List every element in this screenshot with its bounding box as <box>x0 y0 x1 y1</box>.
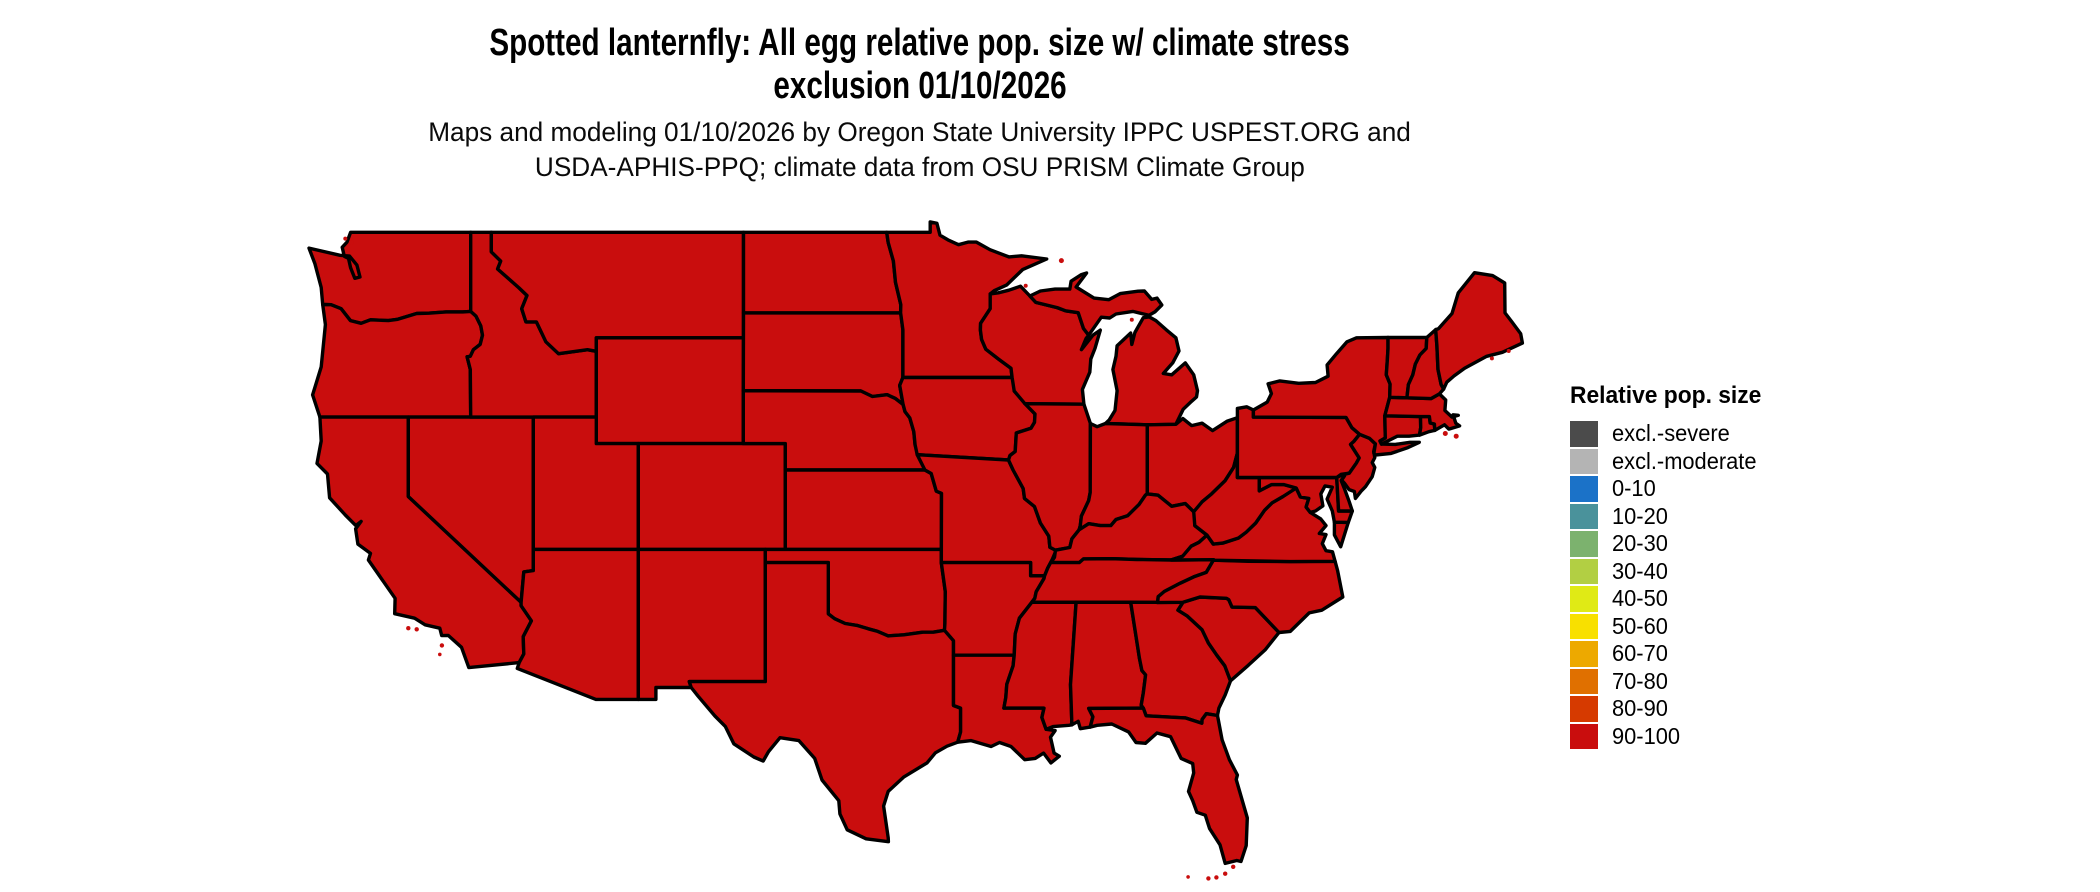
island-marker <box>439 643 445 648</box>
state-fl <box>1087 706 1249 866</box>
legend-swatch <box>1570 668 1598 694</box>
legend-item: excl.-moderate <box>1570 448 1771 476</box>
legend-item-label: 0-10 <box>1612 475 1656 502</box>
legend-item-label: 40-50 <box>1612 585 1668 612</box>
legend-swatch <box>1570 696 1598 722</box>
island-marker <box>1129 317 1134 322</box>
legend-item: 20-30 <box>1570 530 1771 558</box>
island-marker <box>438 652 442 657</box>
state-ks <box>783 468 944 552</box>
legend-swatch <box>1570 723 1598 749</box>
legend-swatch <box>1570 613 1598 639</box>
legend-item: 40-50 <box>1570 585 1771 613</box>
legend-item-label: 80-90 <box>1612 695 1668 722</box>
island-marker <box>1023 283 1028 288</box>
island-marker <box>343 236 348 241</box>
subtitle-line-2: USDA-APHIS-PPQ; climate data from OSU PR… <box>535 152 1305 182</box>
island-marker <box>406 626 411 631</box>
legend-swatch <box>1570 531 1598 557</box>
island-marker <box>1506 349 1511 353</box>
legend-item-label: 50-60 <box>1612 612 1668 639</box>
state-nd <box>741 230 903 315</box>
state-ct <box>1378 414 1423 446</box>
state-az <box>515 547 640 702</box>
legend-swatch <box>1570 641 1598 667</box>
state-md <box>1257 475 1354 525</box>
legend-item-label: 70-80 <box>1612 667 1668 694</box>
legend-item-label: 10-20 <box>1612 502 1668 529</box>
legend-item: 0-10 <box>1570 475 1771 503</box>
island-marker <box>1453 433 1459 439</box>
legend-item-label: 20-30 <box>1612 530 1668 557</box>
state-nm <box>636 547 767 702</box>
title-line-2: exclusion 01/10/2026 <box>773 65 1067 107</box>
legend-item-label: excl.-severe <box>1612 420 1730 447</box>
island-marker <box>349 240 354 245</box>
state-va-shore <box>1332 520 1350 549</box>
legend-item: 90-100 <box>1570 723 1771 751</box>
legend-swatch <box>1570 586 1598 612</box>
legend: Relative pop. size excl.-severe excl.-mod… <box>1570 382 1771 750</box>
island-marker <box>1223 871 1228 876</box>
island-marker <box>1442 431 1448 436</box>
legend-item-label: 90-100 <box>1612 722 1681 749</box>
state-co <box>636 441 787 552</box>
island-marker <box>1214 875 1219 880</box>
legend-item: 70-80 <box>1570 668 1771 696</box>
state-or <box>310 302 485 419</box>
subtitle-line-1: Maps and modeling 01/10/2026 by Oregon S… <box>428 117 1412 147</box>
legend-item-label: 60-70 <box>1612 640 1668 667</box>
island-marker <box>1186 875 1190 879</box>
legend-item: 30-40 <box>1570 558 1771 586</box>
legend-items: excl.-severe excl.-moderate 0-10 10-20 20-30… <box>1570 420 1771 750</box>
legend-item: excl.-severe <box>1570 420 1771 448</box>
island-marker <box>1206 876 1211 881</box>
title-line-1: Spotted lanternfly: All egg relative pop… <box>489 22 1351 64</box>
legend-item: 80-90 <box>1570 695 1771 723</box>
legend-swatch <box>1570 476 1598 502</box>
state-mi-s <box>1103 315 1200 427</box>
legend-item: 60-70 <box>1570 640 1771 668</box>
island-marker <box>1489 356 1494 361</box>
legend-item: 50-60 <box>1570 613 1771 641</box>
legend-item: 10-20 <box>1570 503 1771 531</box>
island-marker <box>1058 258 1064 264</box>
state-wy <box>594 336 746 446</box>
state-tx <box>687 560 963 844</box>
state-me <box>1434 271 1525 391</box>
island-marker <box>1231 864 1236 869</box>
legend-item-label: 30-40 <box>1612 557 1668 584</box>
state-mi-n <box>1028 271 1164 337</box>
legend-title: Relative pop. size <box>1570 382 1762 409</box>
subtitle: Maps and modeling 01/10/2026 by Oregon S… <box>0 115 1840 185</box>
legend-swatch <box>1570 421 1598 447</box>
legend-swatch <box>1570 448 1598 474</box>
legend-swatch <box>1570 503 1598 529</box>
legend-item-label: excl.-moderate <box>1612 447 1757 474</box>
legend-swatch <box>1570 558 1598 584</box>
state-nc <box>1155 558 1345 635</box>
island-marker <box>414 627 419 632</box>
page-title: Spotted lanternfly: All egg relative pop… <box>0 22 1840 108</box>
